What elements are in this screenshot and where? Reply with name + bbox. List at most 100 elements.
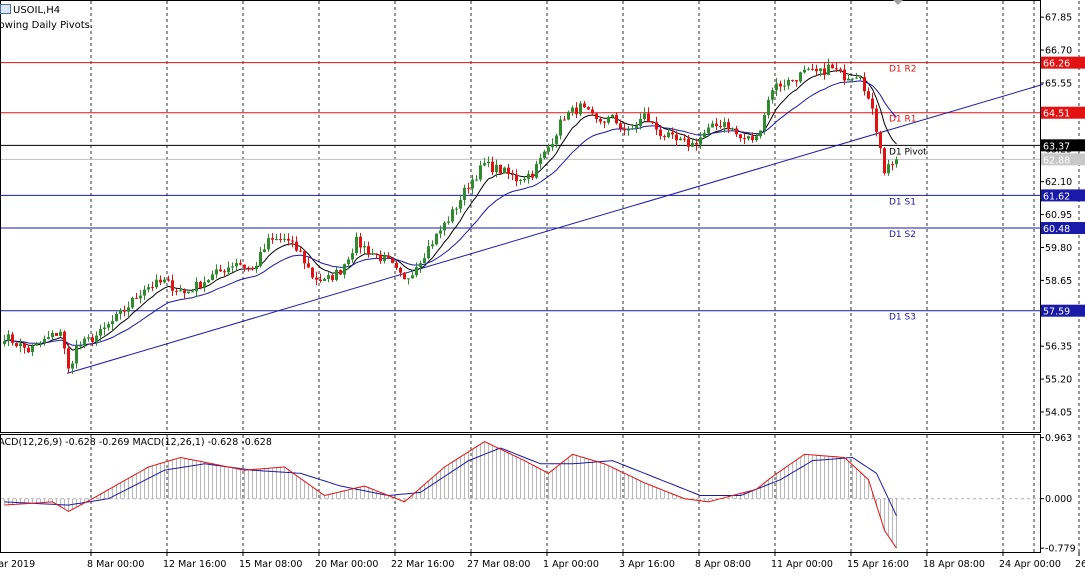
candle-body [711, 123, 714, 128]
symbol-header: USOIL,H4 [0, 4, 60, 16]
macd-y-tick-label: 0.000 [1045, 494, 1072, 505]
candle-body [7, 334, 10, 342]
candle [319, 273, 322, 283]
candle-body [707, 127, 710, 134]
candle [375, 253, 378, 259]
candle-body [43, 339, 46, 343]
candle-body [531, 173, 534, 178]
candle-body [831, 64, 834, 69]
candle [651, 121, 654, 125]
candle-body [775, 83, 778, 91]
candle-body [767, 99, 770, 116]
candle-body [843, 69, 846, 81]
candle [479, 160, 482, 182]
candle-body [379, 254, 382, 262]
y-tick-label: 55.20 [1045, 375, 1072, 386]
macd-pane-frame [0, 434, 1041, 553]
candle [851, 77, 854, 83]
candle [395, 260, 398, 271]
candle-body [595, 113, 598, 119]
candle [143, 285, 146, 301]
candle [227, 261, 230, 276]
candle-body [619, 123, 622, 129]
macd-header: MACD(12,26,9) -0.628 -0.269 MACD(12,26,1… [0, 437, 272, 448]
candle-body [171, 280, 174, 291]
candle-body [823, 68, 826, 75]
candle-body [591, 109, 594, 114]
candle-body [463, 187, 466, 201]
candle [815, 64, 818, 76]
candle [275, 233, 278, 241]
candle [199, 280, 202, 290]
x-tick-label: 27 Mar 08:00 [467, 559, 530, 570]
candle-body [351, 253, 354, 260]
candle-body [215, 269, 218, 275]
candle [259, 246, 262, 268]
candle-body [447, 221, 450, 223]
candle-body [487, 161, 490, 164]
candle [619, 119, 622, 133]
candle-body [535, 163, 538, 178]
candle [683, 133, 686, 143]
candle-body [611, 114, 614, 118]
candle [563, 115, 566, 121]
candle-body [147, 287, 150, 290]
candle [11, 331, 14, 346]
candle [667, 127, 670, 139]
candle-body [663, 136, 666, 138]
pivot-value-label: 60.48 [1043, 224, 1070, 235]
candle-body [455, 208, 458, 210]
candle [283, 233, 286, 243]
candle-body [179, 290, 182, 292]
candle [715, 118, 718, 131]
candle [423, 253, 426, 264]
candle-body [871, 98, 874, 109]
candle [871, 92, 874, 115]
candle [51, 330, 54, 340]
y-tick-label: 56.35 [1045, 342, 1072, 353]
candle-body [643, 113, 646, 119]
candle-body [115, 313, 118, 322]
candle-body [471, 179, 474, 189]
x-tick-label: 22 Mar 16:00 [391, 559, 454, 570]
candle-body [451, 209, 454, 222]
candle-body [555, 135, 558, 145]
candle-body [435, 233, 438, 245]
candle [659, 124, 662, 140]
x-tick-label: 18 Apr 08:00 [923, 559, 985, 570]
candle-body [683, 138, 686, 140]
candle [323, 277, 326, 282]
candle-body [51, 332, 54, 338]
candle [483, 157, 486, 167]
candle-body [163, 279, 166, 283]
pivot-value-box [1041, 304, 1085, 317]
candle [555, 133, 558, 148]
candle-body [391, 257, 394, 263]
candle-body [139, 295, 142, 299]
candle [71, 360, 74, 374]
x-tick-label: 12 Mar 16:00 [163, 559, 226, 570]
candle [411, 269, 414, 279]
y-tick-label: 59.80 [1045, 243, 1072, 254]
candle [795, 79, 798, 87]
candle-body [515, 174, 518, 182]
candle [219, 264, 222, 272]
candle-body [387, 255, 390, 258]
candle-body [371, 253, 374, 255]
candle-body [787, 79, 790, 86]
moving-average-slow [4, 80, 897, 346]
macd-y-tick-label: 0.963 [1045, 433, 1072, 444]
candle [535, 160, 538, 180]
y-tick-label: 66.70 [1045, 46, 1072, 57]
candle-body [691, 143, 694, 147]
candle-body [271, 238, 274, 240]
candle [507, 164, 510, 179]
candle-body [251, 267, 254, 270]
candle [223, 269, 226, 277]
candle [295, 236, 298, 252]
candle-body [103, 327, 106, 330]
candle [387, 252, 390, 259]
candle-body [315, 277, 318, 280]
